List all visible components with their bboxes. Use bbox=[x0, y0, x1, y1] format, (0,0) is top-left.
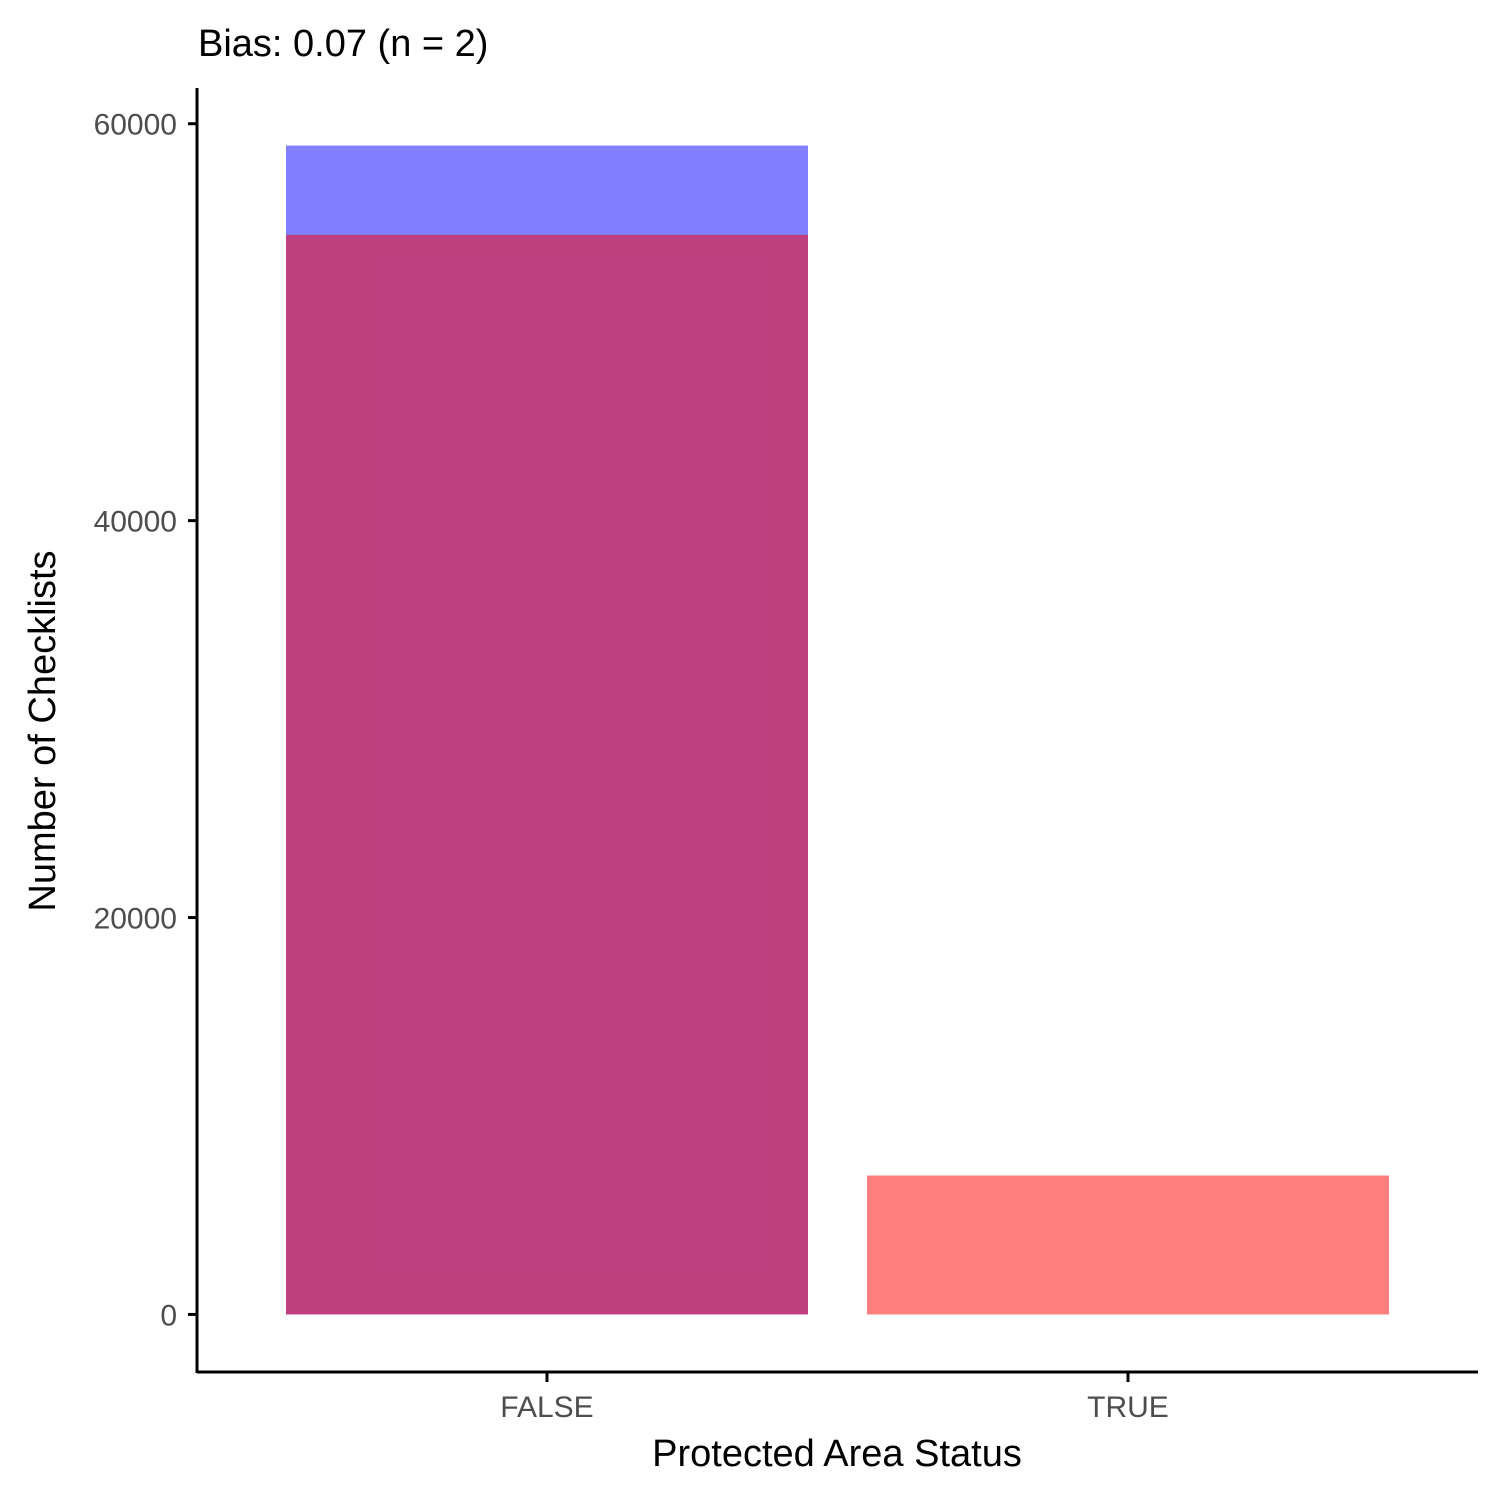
y-axis-label: Number of Checklists bbox=[22, 550, 64, 911]
bar-series2-false bbox=[286, 234, 808, 1315]
bar-series2-true bbox=[867, 1175, 1389, 1315]
chart-title: Bias: 0.07 (n = 2) bbox=[198, 23, 488, 65]
bars-layer bbox=[286, 145, 1389, 1315]
y-tick-label: 0 bbox=[160, 1299, 177, 1332]
x-tick-label-true: TRUE bbox=[1087, 1391, 1169, 1424]
x-axis-ticks: FALSE TRUE bbox=[500, 1372, 1169, 1424]
x-tick-label-false: FALSE bbox=[500, 1391, 593, 1424]
x-axis-label: Protected Area Status bbox=[652, 1433, 1022, 1475]
y-tick-label: 60000 bbox=[94, 109, 177, 142]
y-tick-label: 20000 bbox=[94, 903, 177, 936]
y-tick-label: 40000 bbox=[94, 506, 177, 539]
y-axis-ticks: 0 20000 40000 60000 bbox=[94, 109, 197, 1332]
